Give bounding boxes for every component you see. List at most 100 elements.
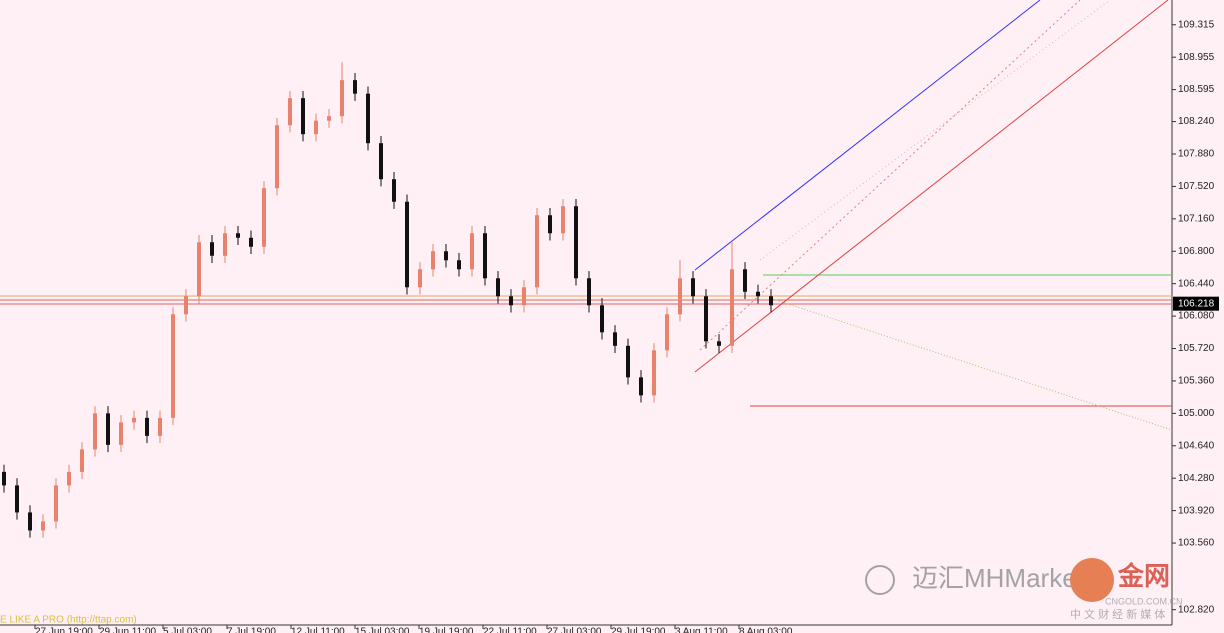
logo-icon [1070,558,1114,602]
candle-body [184,296,188,315]
candle-body [691,278,695,297]
candle-body [574,206,578,279]
candle-body [717,341,721,346]
y-tick-label: 102.820 [1178,604,1215,615]
last-price-label: 106.218 [1178,298,1215,309]
x-tick-label: 27 Jun 19:00 [35,627,93,633]
candle-body [327,116,331,121]
candle-body [249,237,253,247]
candle-body [314,120,318,135]
last-price-box [1173,296,1219,311]
candle-body [15,485,19,513]
candle-body [457,260,461,270]
x-tick-label: 27 Jul 03:00 [547,627,602,633]
footer-text: E LIKE A PRO (http://ttap.com) [0,615,137,626]
candle-body [600,305,604,333]
x-tick-label: 15 Jul 03:00 [355,627,410,633]
x-tick-label: 8 Aug 03:00 [739,627,793,633]
x-tick-label: 3 Aug 11:00 [675,627,728,633]
y-tick-label: 104.280 [1178,473,1215,484]
candle-body [665,314,669,351]
y-tick-label: 107.880 [1178,149,1215,160]
candle-body [132,417,136,423]
y-tick-label: 106.440 [1178,278,1215,289]
trend-line [699,0,1081,351]
candle-body [353,80,357,94]
candle-body [93,413,97,450]
x-tick-label: 19 Jul 19:00 [419,627,474,633]
watermark-logo: 金网 [1117,561,1170,591]
y-tick-label: 103.920 [1178,505,1215,516]
candle-body [379,143,383,180]
y-tick-label: 108.955 [1178,52,1215,63]
x-tick-label: 7 Jul 19:00 [227,627,276,633]
trend-line [694,0,1169,373]
candle-body [470,233,474,270]
wechat-icon [865,565,895,595]
candle-body [171,314,175,418]
y-tick-label: 105.360 [1178,376,1215,387]
y-tick-label: 105.000 [1178,408,1215,419]
candle-body [366,93,370,144]
x-tick-label: 29 Jun 11:00 [99,627,157,633]
candle-body [41,521,45,531]
trend-line [759,0,1111,261]
y-tick-label: 103.560 [1178,538,1215,549]
candle-body [28,512,32,531]
y-tick-label: 107.160 [1178,213,1215,224]
candle-body [2,471,6,486]
candle-body [756,291,760,297]
candle-body [145,417,149,436]
candle-body [613,332,617,346]
trend-line [694,0,1041,271]
candle-body [236,233,240,238]
watermark-brand: 迈汇MHMarkets [912,563,1097,593]
watermark-site: CNGOLD.COM.CN [1105,596,1183,606]
candle-body [561,206,565,234]
candle-body [67,471,71,486]
y-tick-label: 109.315 [1178,19,1215,30]
candle-body [548,215,552,234]
y-tick-label: 108.595 [1178,84,1215,95]
candle-body [418,269,422,288]
candle-body [119,422,123,445]
candle-body [522,287,526,306]
candle-body [509,296,513,306]
candle-body [431,251,435,270]
candle-body [535,215,539,288]
candle-body [340,80,344,117]
x-tick-label: 22 Jul 11:00 [483,627,537,633]
watermark: 迈汇MHMarkets 金网 CNGOLD.COM.CN 中 文 财 经 新 媒… [865,558,1183,621]
candle-body [301,98,305,135]
y-tick-label: 106.080 [1178,311,1215,322]
candle-body [743,269,747,292]
y-tick-label: 105.720 [1178,343,1215,354]
candle-body [405,201,409,288]
candle-body [652,350,656,396]
x-tick-label: 5 Jul 03:00 [163,627,212,633]
candle-body [444,251,448,261]
candle-body [678,278,682,315]
candle-body [496,278,500,297]
candle-body [223,233,227,256]
candle-body [197,242,201,297]
candle-body [275,125,279,189]
candle-body [769,296,773,306]
candle-body [158,417,162,436]
watermark-tagline: 中 文 财 经 新 媒 体 [1070,607,1165,621]
candle-body [483,233,487,279]
candle-body [54,485,58,522]
candle-body [730,269,734,346]
x-tick-label: 29 Jul 19:00 [611,627,666,633]
candle-body [106,413,110,445]
candle-body [262,188,266,247]
y-tick-label: 106.800 [1178,246,1215,257]
y-tick-label: 107.520 [1178,181,1215,192]
candle-body [80,449,84,472]
candle-body [210,242,214,256]
candle-body [288,98,292,126]
candle-body [639,377,643,396]
x-tick-label: 12 Jul 11:00 [291,627,345,633]
